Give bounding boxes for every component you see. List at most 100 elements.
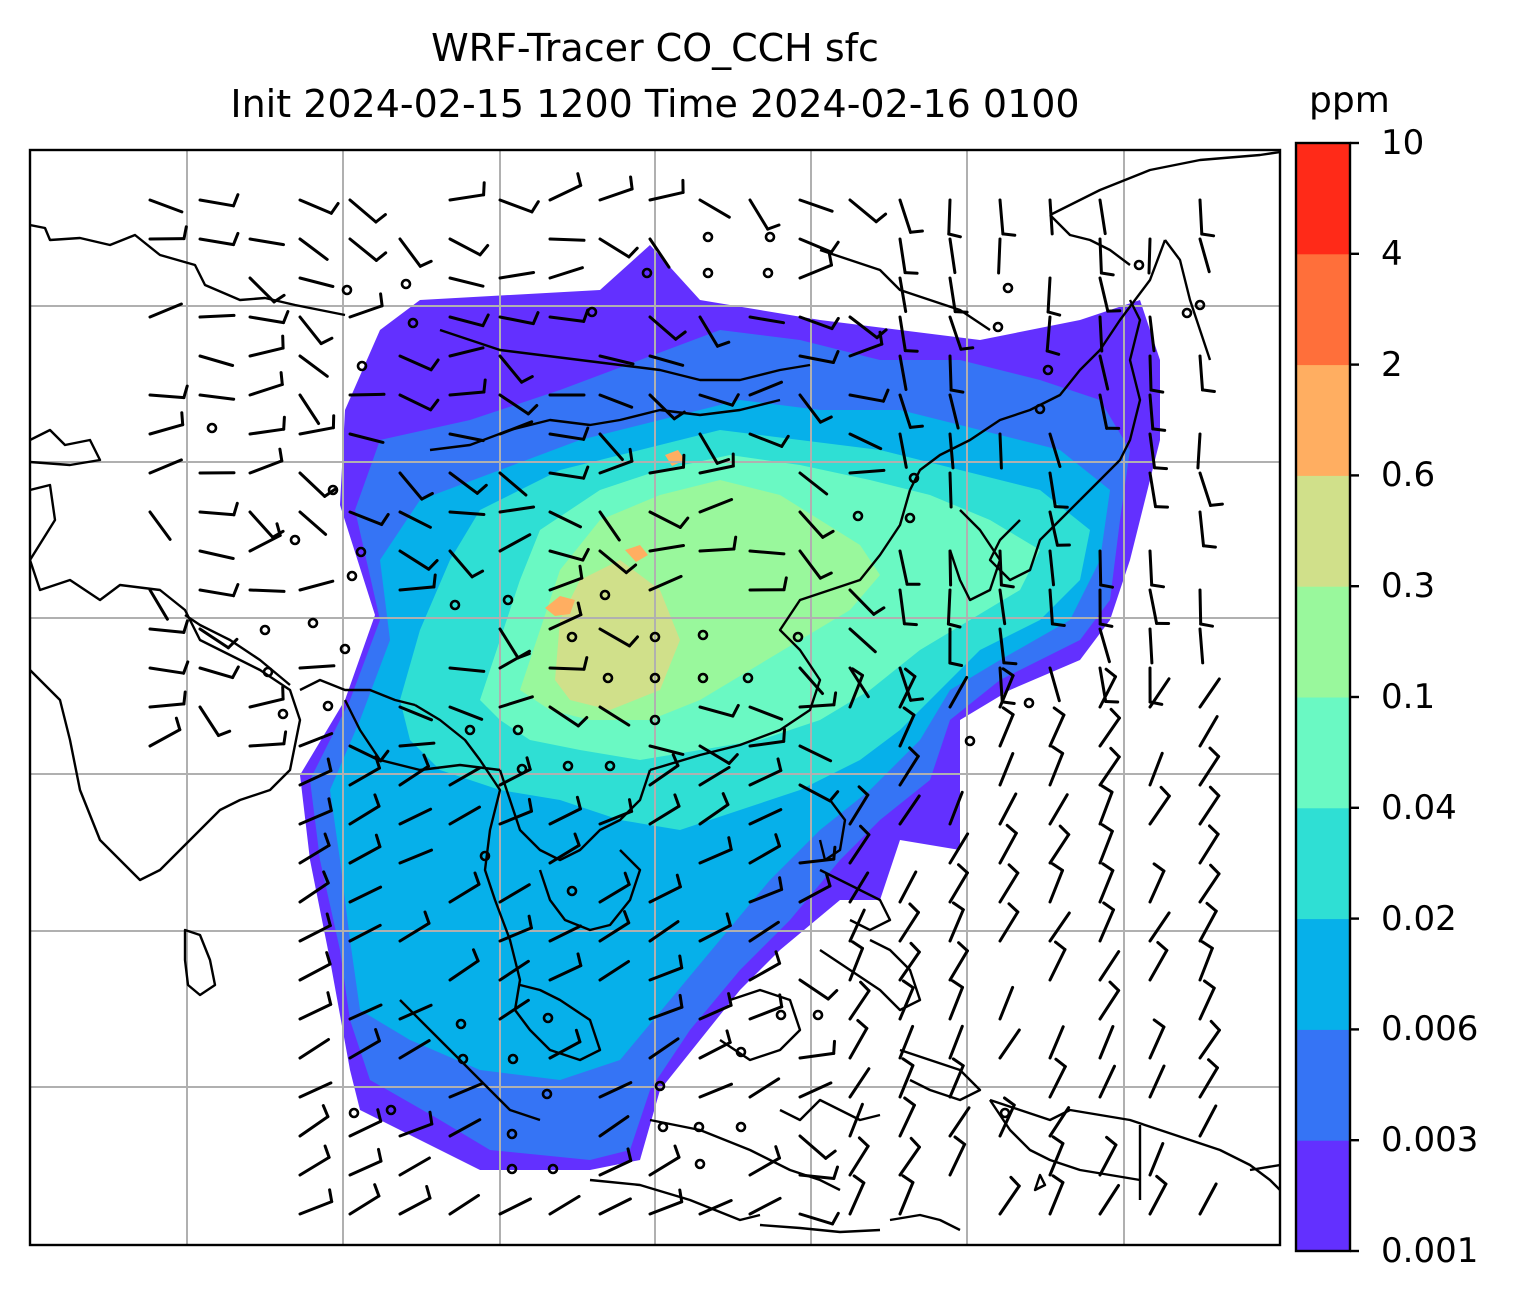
- wind-barb-flag: [902, 706, 916, 717]
- wind-barb-shaft: [548, 705, 580, 728]
- wind-barb-shaft: [1148, 471, 1157, 509]
- wind-barb-shaft: [898, 432, 908, 469]
- wind-barb-shaft: [898, 393, 912, 429]
- wind-barb-shaft: [1198, 715, 1219, 748]
- wind-barb-flag: [576, 716, 589, 728]
- wind-barb-flag: [376, 1108, 383, 1123]
- colorbar-segment: [1296, 697, 1350, 809]
- wind-barb-shaft: [948, 393, 960, 430]
- wind-barb-shaft: [998, 713, 1015, 748]
- wind-barb-shaft: [698, 924, 732, 943]
- wind-barb-flag: [851, 940, 864, 950]
- wind-barb-shaft: [1198, 677, 1221, 709]
- wind-barb-flag: [482, 378, 487, 394]
- wind-barb-shaft: [348, 392, 386, 397]
- wind-barb-shaft: [1198, 237, 1211, 274]
- wind-barb-shaft: [1098, 276, 1110, 313]
- wind-barb-shaft: [898, 588, 906, 626]
- colorbar-segment: [1296, 918, 1350, 1030]
- wind-barb-shaft: [948, 1142, 967, 1177]
- wind-barb-shaft: [348, 804, 381, 826]
- wind-barb-shaft: [698, 432, 719, 465]
- wind-barb-shaft: [898, 354, 908, 391]
- wind-barb-shaft: [1098, 549, 1103, 587]
- wind-barb-flag: [232, 193, 240, 208]
- wind-barb-flag: [782, 727, 786, 743]
- wind-barb-flag: [1099, 583, 1114, 589]
- wind-barb-flag: [715, 458, 731, 465]
- wind-barb-calm: [355, 546, 367, 558]
- wind-barb-shaft: [1148, 393, 1155, 431]
- wind-barb-calm: [479, 850, 491, 862]
- wind-barb-calm: [262, 666, 274, 678]
- wind-barb-shaft: [1148, 627, 1154, 665]
- wind-barb-shaft: [848, 198, 878, 224]
- wind-barb-calm: [964, 735, 976, 747]
- wind-barb-shaft: [1098, 950, 1121, 982]
- wind-barb-calm: [541, 1088, 553, 1100]
- wind-barb-flag: [825, 872, 832, 888]
- wind-barb-shaft: [598, 354, 635, 366]
- wind-barb-shaft: [398, 764, 430, 787]
- wind-barb-shaft: [448, 959, 480, 982]
- wind-barb-flag: [279, 371, 284, 386]
- wind-barb-shaft: [948, 675, 969, 709]
- wind-barb-flag: [902, 622, 918, 627]
- wind-barb-shaft: [798, 884, 832, 904]
- wind-barb-shaft: [1048, 751, 1065, 787]
- wind-barb-shaft: [948, 1064, 965, 1099]
- wind-barb-flag: [909, 229, 924, 234]
- wind-barb-shaft: [898, 315, 907, 353]
- wind-barb-flag: [674, 330, 687, 341]
- wind-barb-shaft: [148, 728, 182, 748]
- wind-barb-flag: [1149, 388, 1165, 394]
- wind-barb-flag: [527, 797, 533, 813]
- wind-barb-shaft: [1148, 794, 1171, 826]
- wind-barb-calm: [562, 760, 574, 772]
- wind-barb-shaft: [498, 959, 530, 982]
- wind-barb-flag: [1201, 388, 1216, 393]
- wind-barb-shaft: [898, 276, 908, 313]
- wind-barb-shaft: [1198, 588, 1203, 626]
- wind-barb-shaft: [1098, 393, 1109, 430]
- wind-barb-flag: [716, 340, 731, 348]
- wind-barb-shaft: [848, 1102, 864, 1138]
- wind-barb-flag: [725, 1029, 732, 1044]
- wind-barb-flag: [673, 793, 681, 808]
- wind-barb-flag: [374, 755, 381, 770]
- wind-barb-shaft: [698, 1040, 732, 1060]
- wind-barb-shaft: [998, 985, 1015, 1021]
- wind-barb-calm: [908, 472, 920, 484]
- wind-barb-flag: [1000, 700, 1016, 705]
- wind-barb-flag: [319, 336, 334, 346]
- wind-barb-flag: [827, 251, 833, 267]
- wind-barb-shaft: [848, 315, 879, 340]
- wind-barb-flag: [1054, 940, 1067, 951]
- wind-barb-shaft: [1048, 432, 1062, 468]
- wind-barb-shaft: [798, 783, 832, 803]
- wind-barb-shaft: [1198, 1182, 1218, 1216]
- wind-barb-shaft: [1098, 908, 1115, 943]
- wind-barb-flag: [327, 797, 333, 813]
- wind-barb-flag: [374, 1028, 381, 1043]
- wind-barb-shaft: [348, 1039, 381, 1060]
- wind-barb-shaft: [248, 459, 284, 475]
- wind-barb-flag: [831, 350, 840, 364]
- wind-barb-flag: [272, 293, 286, 304]
- wind-barb-flag: [1050, 622, 1066, 627]
- wind-barb-calm: [649, 672, 661, 684]
- wind-barb-flag: [531, 311, 540, 326]
- wind-barb-shaft: [1198, 794, 1221, 826]
- wind-barb-flag: [182, 384, 189, 400]
- wind-barb-flag: [321, 1104, 330, 1119]
- wind-barb-shaft: [498, 420, 534, 436]
- wind-barb-flag: [951, 979, 964, 989]
- wind-barb-shaft: [448, 390, 486, 397]
- wind-barb-shaft: [348, 510, 384, 526]
- wind-barb-shaft: [148, 393, 186, 400]
- wind-barb-shaft: [548, 510, 582, 529]
- wind-barb-shaft: [898, 675, 917, 709]
- wind-barb-shaft: [598, 237, 631, 259]
- wind-barb-flag: [780, 434, 790, 448]
- wind-barb-shaft: [298, 664, 336, 670]
